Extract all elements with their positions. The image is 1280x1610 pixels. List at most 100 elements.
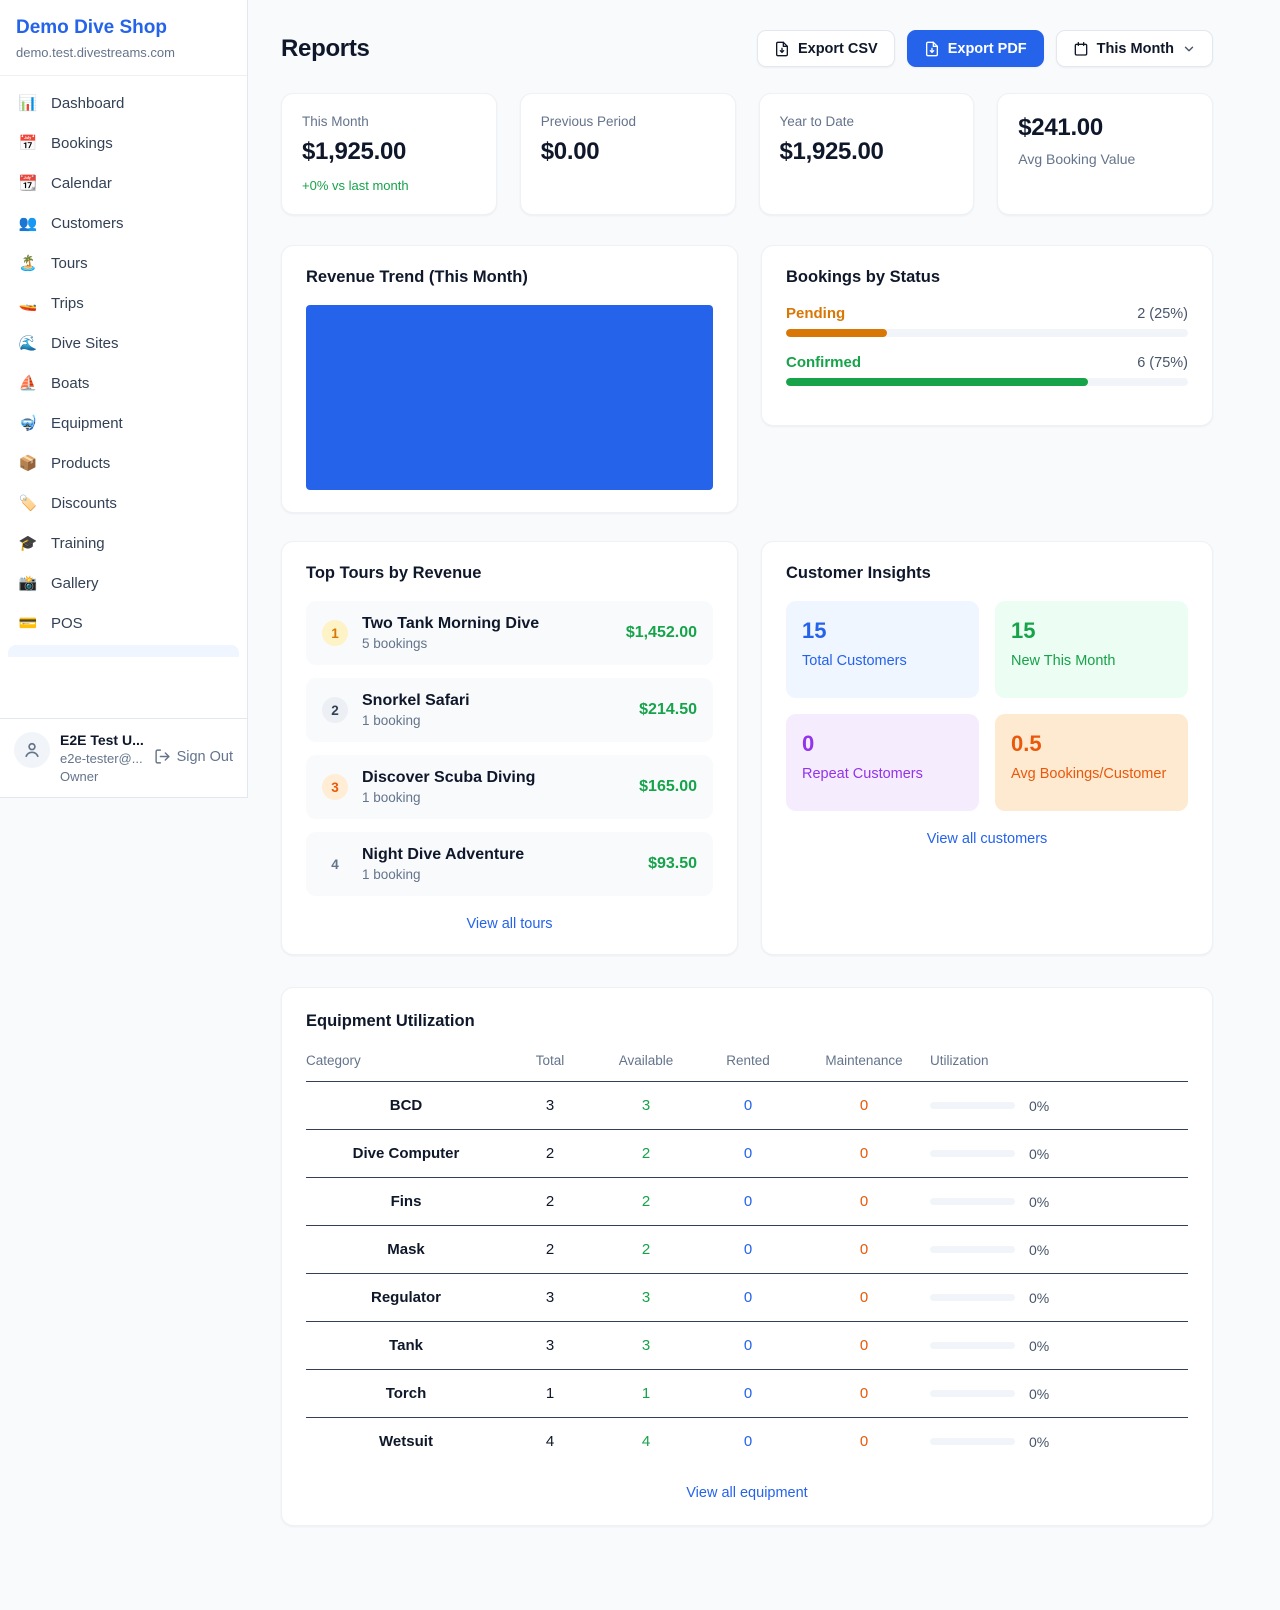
status-progress-fill <box>786 378 1088 386</box>
sidebar-item-dashboard[interactable]: 📊 Dashboard <box>8 85 239 122</box>
utilization-percent: 0% <box>1029 1337 1050 1354</box>
tear-off-calendar-icon: 📆 <box>18 175 38 192</box>
equipment-table-row: Mask 2 2 0 0 0% <box>306 1225 1188 1274</box>
sidebar-item-gallery[interactable]: 📸 Gallery <box>8 565 239 602</box>
tour-bookings: 1 booking <box>362 790 421 805</box>
period-label: This Month <box>1096 40 1174 57</box>
utilization-bar-track <box>930 1294 1015 1301</box>
period-dropdown[interactable]: This Month <box>1055 30 1213 67</box>
sidebar-item-training[interactable]: 🎓 Training <box>8 525 239 562</box>
column-header-total: Total <box>506 1045 594 1082</box>
file-download-icon <box>925 41 938 56</box>
tour-list-item: 2 Snorkel Safari 1 booking $214.50 <box>306 678 713 742</box>
sidebar-item-tours[interactable]: 🏝️ Tours <box>8 245 239 282</box>
tour-info: Night Dive Adventure 1 booking <box>362 846 524 882</box>
sidebar-item-label: Dashboard <box>51 95 125 112</box>
status-progress-track <box>786 378 1188 386</box>
utilization-cell: 0% <box>930 1338 1188 1354</box>
insight-value: 0.5 <box>1011 731 1042 756</box>
utilization-bar-track <box>930 1246 1015 1253</box>
status-count: 6 (75%) <box>1137 355 1188 371</box>
sidebar-item-label: Discounts <box>51 495 117 512</box>
sign-out-button[interactable]: Sign Out <box>154 748 233 765</box>
sidebar-item-trips[interactable]: 🚤 Trips <box>8 285 239 322</box>
tour-list-item: 1 Two Tank Morning Dive 5 bookings $1,45… <box>306 601 713 665</box>
sidebar-item-calendar[interactable]: 📆 Calendar <box>8 165 239 202</box>
sidebar-item-products[interactable]: 📦 Products <box>8 445 239 482</box>
status-row: Confirmed 6 (75%) <box>786 354 1188 386</box>
utilization-bar-track <box>930 1150 1015 1157</box>
rank-badge: 1 <box>322 620 348 646</box>
sidebar-item-bookings[interactable]: 📅 Bookings <box>8 125 239 162</box>
export-pdf-button[interactable]: Export PDF <box>906 30 1044 67</box>
equipment-maintenance: 0 <box>798 1369 930 1418</box>
top-tours-title: Top Tours by Revenue <box>306 564 482 582</box>
view-all-tours-link[interactable]: View all tours <box>466 916 553 932</box>
stat-card-this-month: This Month $1,925.00 +0% vs last month <box>281 93 497 215</box>
sidebar-item-label: Equipment <box>51 415 123 432</box>
stats-grid: This Month $1,925.00 +0% vs last month P… <box>281 93 1213 215</box>
chevron-down-icon <box>1184 46 1194 51</box>
sidebar-item-reports[interactable] <box>8 645 239 657</box>
sidebar-item-label: Bookings <box>51 135 113 152</box>
utilization-cell: 0% <box>930 1098 1188 1114</box>
status-rows: Pending 2 (25%) Confirmed 6 (75%) <box>786 305 1188 386</box>
charts-row: Revenue Trend (This Month) Bookings by S… <box>281 245 1213 513</box>
utilization-cell: 0% <box>930 1290 1188 1306</box>
tour-name: Two Tank Morning Dive <box>362 615 540 632</box>
utilization-cell: 0% <box>930 1386 1188 1402</box>
equipment-rented: 0 <box>698 1177 798 1226</box>
stat-label: Year to Date <box>779 114 855 129</box>
credit-card-icon: 💳 <box>18 615 38 632</box>
insight-value: 0 <box>802 731 815 756</box>
equipment-total: 3 <box>506 1321 594 1370</box>
equipment-available: 3 <box>594 1321 698 1370</box>
equipment-table: Category Total Available Rented Maintena… <box>306 1045 1188 1465</box>
sidebar-item-discounts[interactable]: 🏷️ Discounts <box>8 485 239 522</box>
status-label: Pending <box>786 305 846 322</box>
user-role: Owner <box>60 769 99 784</box>
utilization-percent: 0% <box>1029 1385 1050 1402</box>
calendar-date-icon: 📅 <box>18 135 38 152</box>
utilization-cell: 0% <box>930 1242 1188 1258</box>
avatar <box>14 732 50 768</box>
view-all-equipment-link[interactable]: View all equipment <box>686 1485 808 1501</box>
tour-name: Discover Scuba Diving <box>362 769 536 786</box>
tour-list-item: 4 Night Dive Adventure 1 booking $93.50 <box>306 832 713 896</box>
graduation-cap-icon: 🎓 <box>18 535 38 552</box>
revenue-trend-card: Revenue Trend (This Month) <box>281 245 738 513</box>
sign-out-label: Sign Out <box>176 748 233 765</box>
equipment-table-row: Tank 3 3 0 0 0% <box>306 1321 1188 1370</box>
stat-value: $1,925.00 <box>779 138 884 165</box>
sidebar-item-label: Products <box>51 455 111 472</box>
insight-tile-new-this-month: 15 New This Month <box>995 601 1188 698</box>
equipment-maintenance: 0 <box>798 1081 930 1130</box>
equipment-table-row: Dive Computer 2 2 0 0 0% <box>306 1129 1188 1178</box>
export-csv-button[interactable]: Export CSV <box>756 30 895 67</box>
utilization-percent: 0% <box>1029 1289 1050 1306</box>
sidebar-item-boats[interactable]: ⛵ Boats <box>8 365 239 402</box>
sidebar-item-equipment[interactable]: 🤿 Equipment <box>8 405 239 442</box>
sidebar-item-customers[interactable]: 👥 Customers <box>8 205 239 242</box>
equipment-rented: 0 <box>698 1369 798 1418</box>
rank-badge: 2 <box>322 697 348 723</box>
page-title: Reports <box>281 34 370 62</box>
sidebar-item-dive-sites[interactable]: 🌊 Dive Sites <box>8 325 239 362</box>
sidebar-item-label: Calendar <box>51 175 112 192</box>
equipment-maintenance: 0 <box>798 1129 930 1178</box>
sidebar-item-pos[interactable]: 💳 POS <box>8 605 239 642</box>
customer-insights-card: Customer Insights 15 Total Customers 15 … <box>761 541 1213 955</box>
rank-badge: 3 <box>322 774 348 800</box>
equipment-category: Dive Computer <box>306 1129 506 1178</box>
equipment-total: 2 <box>506 1129 594 1178</box>
sidebar-item-label: Training <box>51 535 105 552</box>
tour-revenue: $1,452.00 <box>625 624 697 641</box>
lists-row: Top Tours by Revenue 1 Two Tank Morning … <box>281 541 1213 955</box>
people-icon: 👥 <box>18 215 38 232</box>
equipment-total: 3 <box>506 1081 594 1130</box>
view-all-customers-link[interactable]: View all customers <box>926 831 1048 847</box>
equipment-rented: 0 <box>743 1433 753 1450</box>
insight-label: Avg Bookings/Customer <box>1011 766 1167 782</box>
revenue-trend-title: Revenue Trend (This Month) <box>306 268 528 286</box>
utilization-bar-track <box>930 1342 1015 1349</box>
